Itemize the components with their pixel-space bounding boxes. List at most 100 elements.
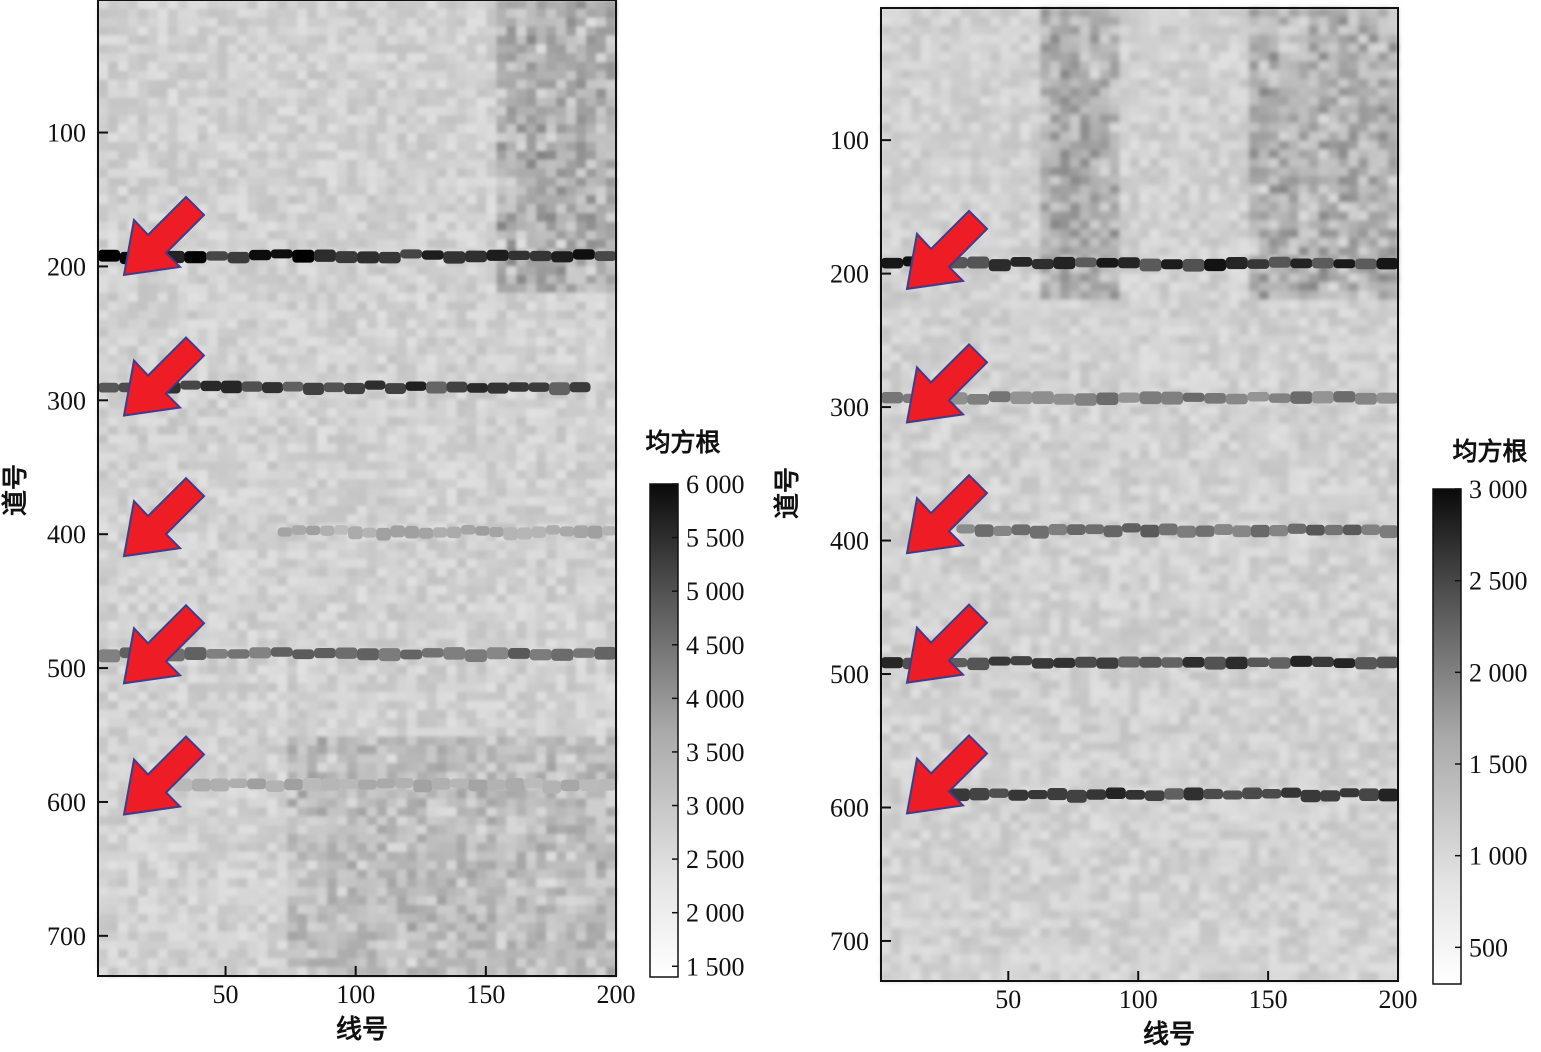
heatmap-cell	[307, 177, 318, 187]
heatmap-cell	[117, 523, 129, 533]
heatmap-cell	[456, 275, 468, 285]
heatmap-cell	[187, 816, 199, 826]
heatmap-cell	[347, 283, 358, 294]
heatmap-cell	[386, 692, 398, 702]
heatmap-cell	[247, 896, 258, 906]
heatmap-cell	[386, 514, 398, 525]
heatmap-cell	[396, 754, 408, 764]
heatmap-cell	[506, 301, 517, 312]
heatmap-cell	[307, 550, 318, 560]
heatmap-cell	[237, 115, 249, 125]
heatmap-cell	[287, 310, 298, 321]
heatmap-cell	[386, 62, 398, 72]
heatmap-cell	[257, 709, 268, 720]
heatmap-cell	[426, 292, 438, 303]
heatmap-cell	[247, 239, 258, 250]
heatmap-cell	[476, 221, 488, 232]
heatmap-cell	[516, 266, 527, 276]
heatmap-cell	[406, 665, 418, 675]
heatmap-cell	[147, 35, 159, 45]
heatmap-cell	[347, 558, 358, 569]
heatmap-cell	[436, 310, 448, 321]
heatmap-cell	[147, 221, 159, 232]
heatmap-cell	[476, 621, 488, 631]
heatmap-cell	[327, 532, 338, 542]
heatmap-cell	[446, 869, 458, 879]
heatmap-cell	[267, 727, 278, 738]
heatmap-cell	[396, 842, 408, 853]
heatmap-cell	[406, 44, 418, 54]
heatmap-cell	[456, 621, 468, 631]
heatmap-cell	[137, 35, 149, 45]
heatmap-cell	[197, 851, 209, 862]
heatmap-cell	[277, 230, 288, 241]
heatmap-cell	[466, 922, 478, 933]
heatmap-cell	[426, 204, 438, 214]
heatmap-cell	[127, 141, 139, 152]
heatmap-cell	[466, 931, 478, 942]
heatmap-cell	[207, 789, 219, 800]
heatmap-cell	[247, 967, 258, 977]
heatmap-cell	[277, 869, 288, 879]
heatmap-cell	[247, 905, 258, 915]
heatmap-cell	[366, 789, 378, 800]
heatmap-cell	[147, 718, 159, 729]
heatmap-cell	[267, 700, 278, 711]
heatmap-cell	[207, 133, 219, 143]
heatmap-cell	[107, 523, 119, 533]
heatmap-cell	[237, 594, 249, 604]
heatmap-cell	[197, 913, 209, 924]
heatmap-cell	[287, 967, 298, 977]
heatmap-cell	[98, 390, 109, 400]
heatmap-cell	[227, 683, 239, 693]
heatmap-cell	[327, 603, 338, 613]
heatmap-cell	[516, 718, 527, 729]
heatmap-cell	[187, 674, 199, 684]
heatmap-cell	[217, 479, 229, 489]
heatmap-cell	[187, 301, 199, 312]
heatmap-cell	[546, 17, 557, 28]
heatmap-cell	[416, 275, 428, 285]
heatmap-cell	[197, 408, 209, 418]
heatmap-cell	[147, 292, 159, 303]
heatmap-cell	[357, 292, 368, 303]
heatmap-cell	[426, 275, 438, 285]
heatmap-cell	[197, 656, 209, 667]
heatmap-cell	[516, 319, 527, 329]
heatmap-cell	[396, 452, 408, 462]
heatmap-cell	[157, 35, 169, 45]
heatmap-cell	[317, 940, 328, 950]
heatmap-cell	[386, 621, 398, 631]
heatmap-cell	[137, 931, 149, 942]
heatmap-cell	[207, 310, 219, 321]
heatmap-cell	[207, 709, 219, 720]
heatmap-cell	[426, 319, 438, 329]
heatmap-cell	[307, 860, 318, 871]
heatmap-cell	[476, 301, 488, 312]
heatmap-cell	[456, 718, 468, 729]
heatmap-cell	[127, 168, 139, 179]
heatmap-cell	[347, 115, 358, 125]
heatmap-cell	[277, 354, 288, 365]
heatmap-cell	[436, 328, 448, 338]
heatmap-cell	[486, 550, 498, 560]
heatmap-cell	[157, 79, 169, 90]
heatmap-cell	[167, 53, 179, 63]
heatmap-cell	[157, 842, 169, 853]
heatmap-cell	[357, 150, 368, 161]
heatmap-cell	[227, 558, 239, 569]
heatmap-cell	[197, 825, 209, 835]
heatmap-cell	[137, 550, 149, 560]
heatmap-cell	[98, 79, 109, 90]
heatmap-cell	[98, 905, 109, 915]
heatmap-cell	[396, 896, 408, 906]
heatmap-cell	[366, 230, 378, 241]
heatmap-cell	[436, 727, 448, 738]
heatmap-cell	[287, 408, 298, 418]
heatmap-cell	[147, 283, 159, 294]
heatmap-cell	[217, 168, 229, 179]
heatmap-cell	[277, 363, 288, 374]
heatmap-cell	[247, 168, 258, 179]
heatmap-cell	[476, 354, 488, 365]
heatmap-cell	[257, 905, 268, 915]
